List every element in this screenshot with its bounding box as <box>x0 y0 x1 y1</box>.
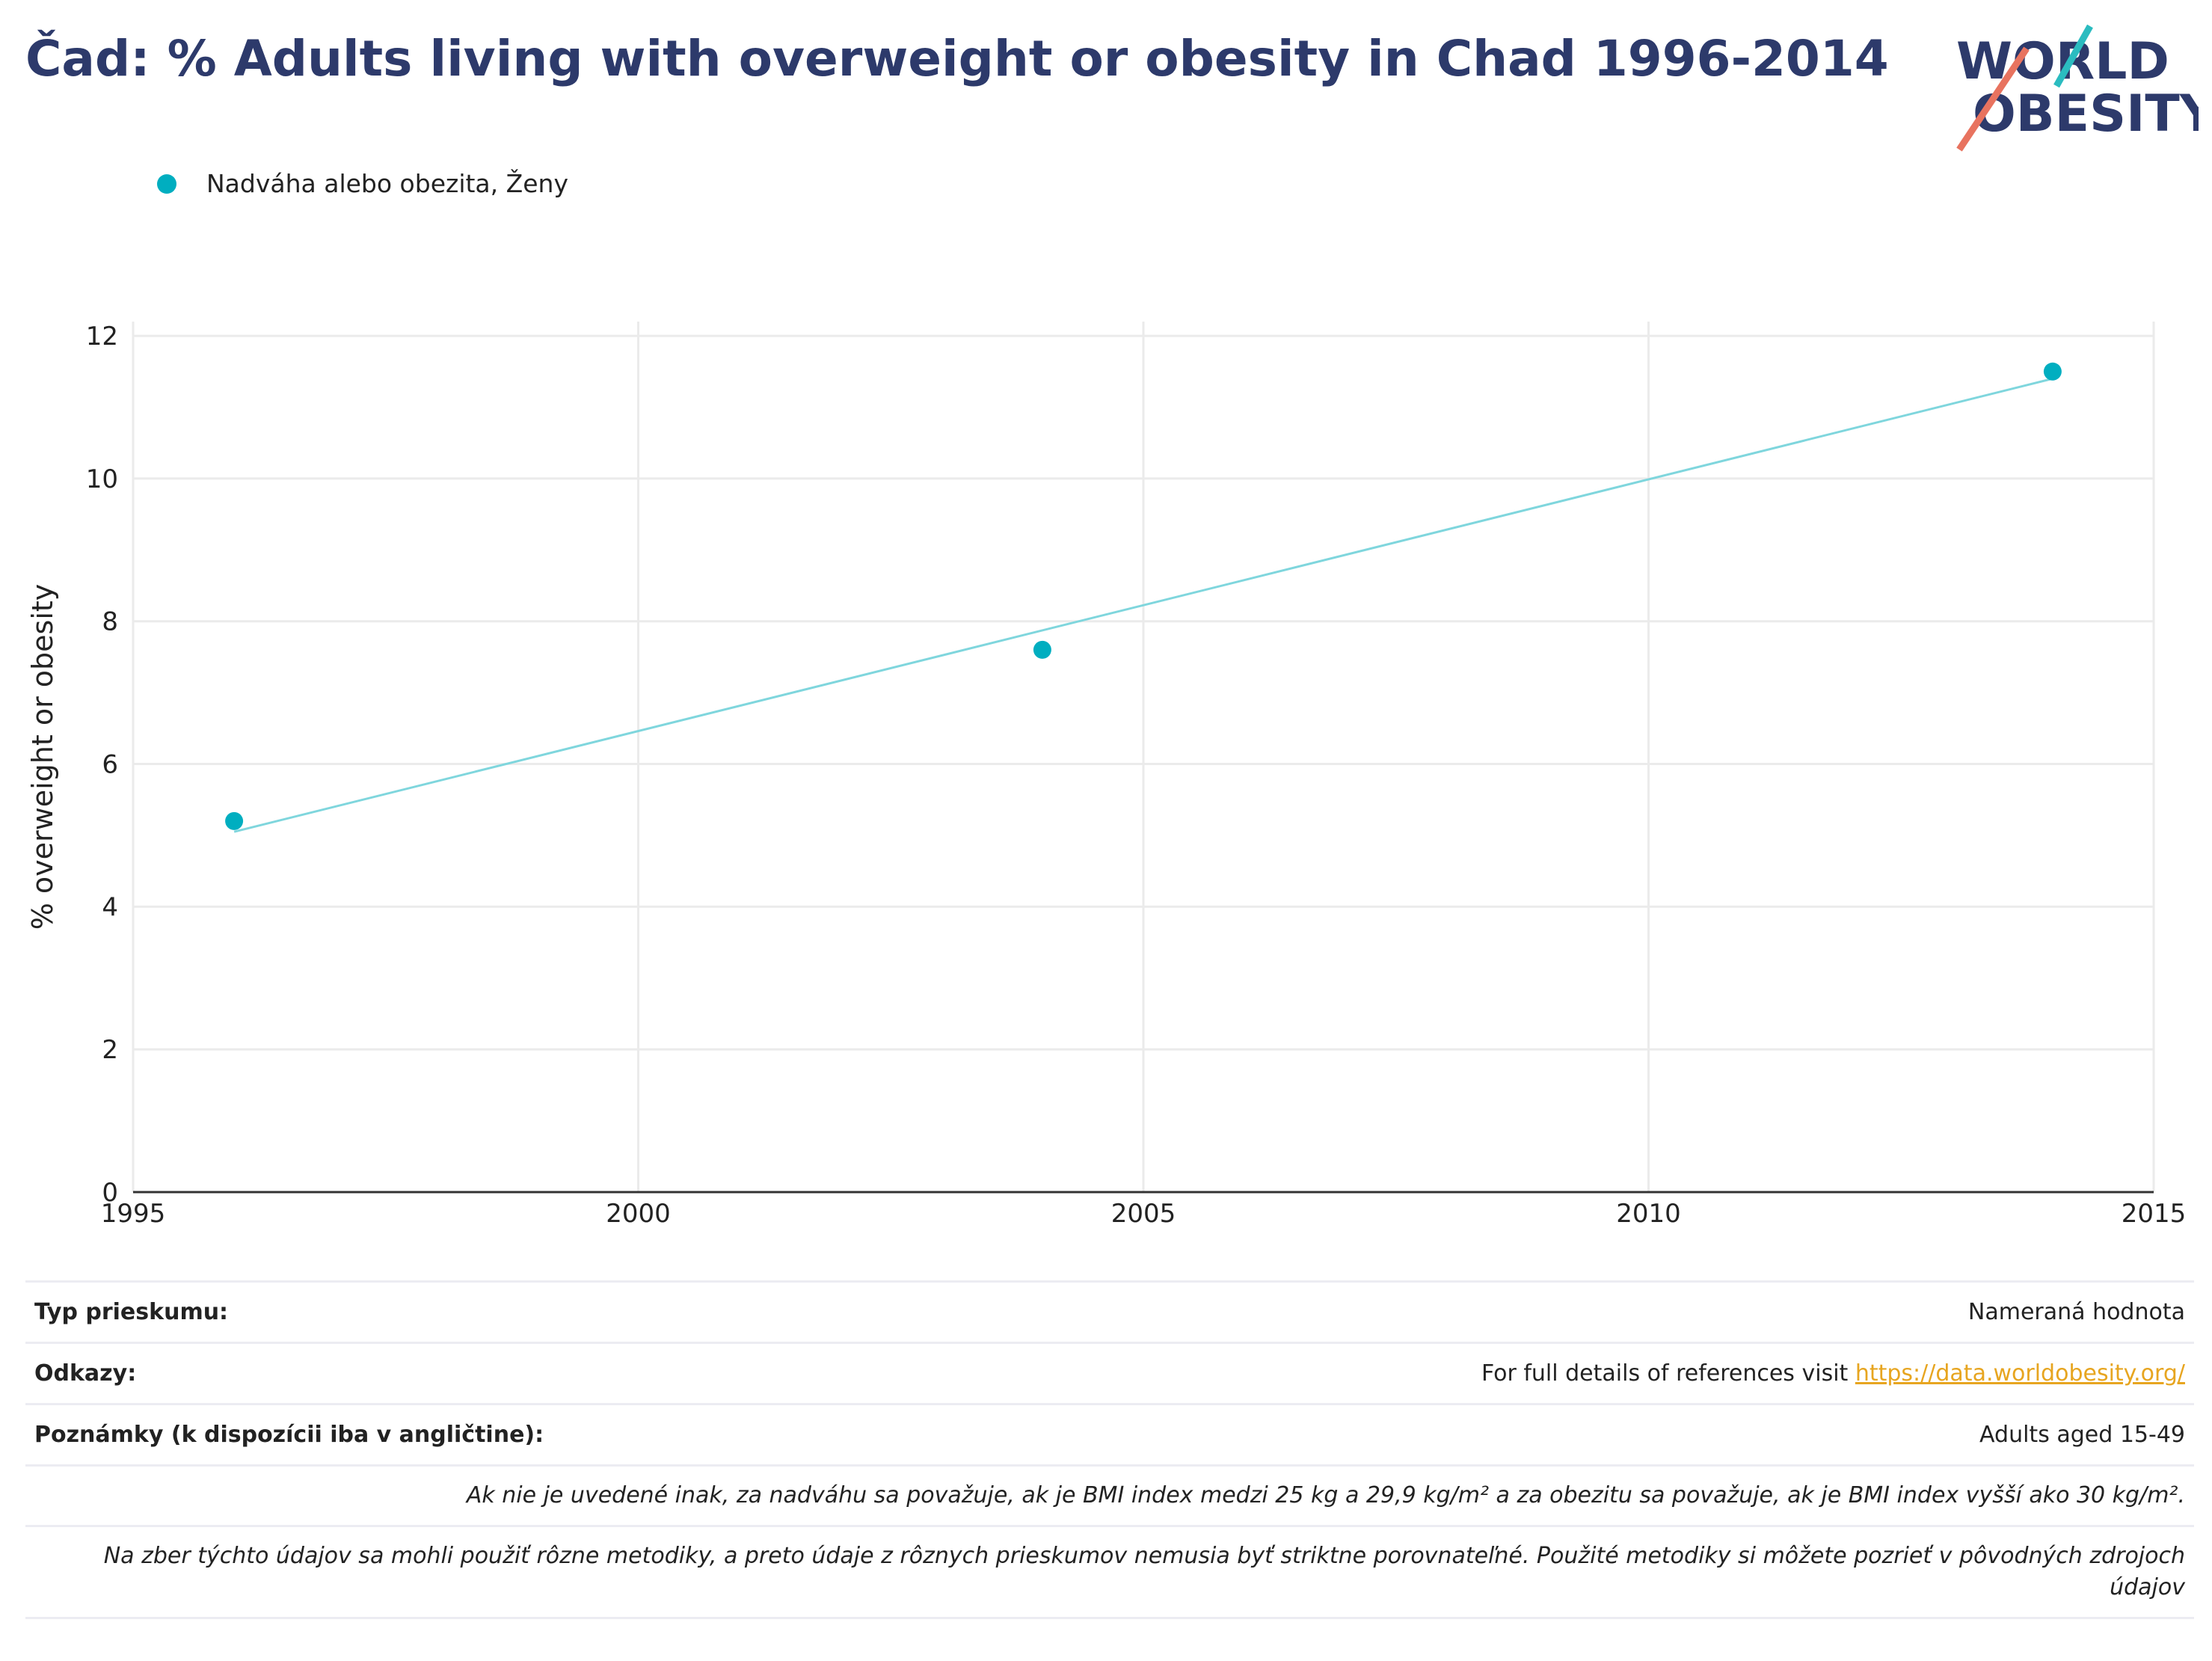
y-tick-label: 12 <box>86 322 118 351</box>
survey-type-value: Nameraná hodnota <box>1967 1299 2185 1325</box>
y-tick-label: 6 <box>102 750 118 780</box>
references-value: For full details of references visit htt… <box>1481 1360 2185 1387</box>
data-point <box>1033 640 1051 659</box>
y-axis-title: % overweight or obesity <box>26 584 59 930</box>
legend-label: Nadváha alebo obezita, Ženy <box>206 169 568 198</box>
data-point <box>225 811 244 830</box>
references-link[interactable]: https://data.worldobesity.org/ <box>1855 1360 2185 1387</box>
methodology-note: Na zber týchto údajov sa mohli použiť rô… <box>25 1525 2194 1619</box>
y-tick-label: 8 <box>102 607 118 637</box>
references-label: Odkazy: <box>34 1360 137 1387</box>
data-point <box>2043 362 2062 381</box>
chart-title: Čad: % Adults living with overweight or … <box>25 30 1889 87</box>
survey-type-row: Typ prieskumu: Nameraná hodnota <box>25 1280 2194 1342</box>
logo-slash-coral <box>1956 46 2030 152</box>
y-tick-label: 10 <box>86 464 118 494</box>
x-tick-label: 2015 <box>2122 1199 2187 1229</box>
notes-row: Poznámky (k dispozícii iba v angličtine)… <box>25 1403 2194 1464</box>
y-tick-label: 4 <box>102 892 118 922</box>
chart: 1995 2000 2005 2010 2015 0 2 4 6 8 10 12 % overweigh… <box>26 322 2187 1229</box>
logo-text-world: WORLD <box>1956 32 2169 91</box>
notes-label: Poznámky (k dispozícii iba v angličtine)… <box>34 1422 544 1448</box>
logo-slash-teal <box>2053 24 2093 88</box>
survey-type-label: Typ prieskumu: <box>34 1299 229 1325</box>
x-tick-label: 2000 <box>606 1199 671 1229</box>
legend-marker <box>157 174 176 194</box>
references-text: For full details of references visit <box>1481 1360 1855 1387</box>
x-tick-label: 2005 <box>1111 1199 1176 1229</box>
x-tick-label: 2010 <box>1616 1199 1681 1229</box>
legend[interactable]: Nadváha alebo obezita, Ženy <box>157 169 568 198</box>
notes-value: Adults aged 15-49 <box>1979 1422 2185 1448</box>
x-tick-label: 1995 <box>101 1199 166 1229</box>
references-row: Odkazy: For full details of references v… <box>25 1342 2194 1403</box>
bmi-definition-note: Ak nie je uvedené inak, za nadváhu sa po… <box>25 1464 2194 1525</box>
footer-table: Typ prieskumu: Nameraná hodnota Odkazy: … <box>25 1280 2194 1619</box>
y-tick-label: 0 <box>102 1178 118 1208</box>
world-obesity-logo: WORLD OBESITY <box>1956 24 2199 152</box>
y-tick-label: 2 <box>102 1035 118 1065</box>
trend-line <box>233 377 2053 833</box>
logo-text-obesity: OBESITY <box>1973 85 2199 144</box>
